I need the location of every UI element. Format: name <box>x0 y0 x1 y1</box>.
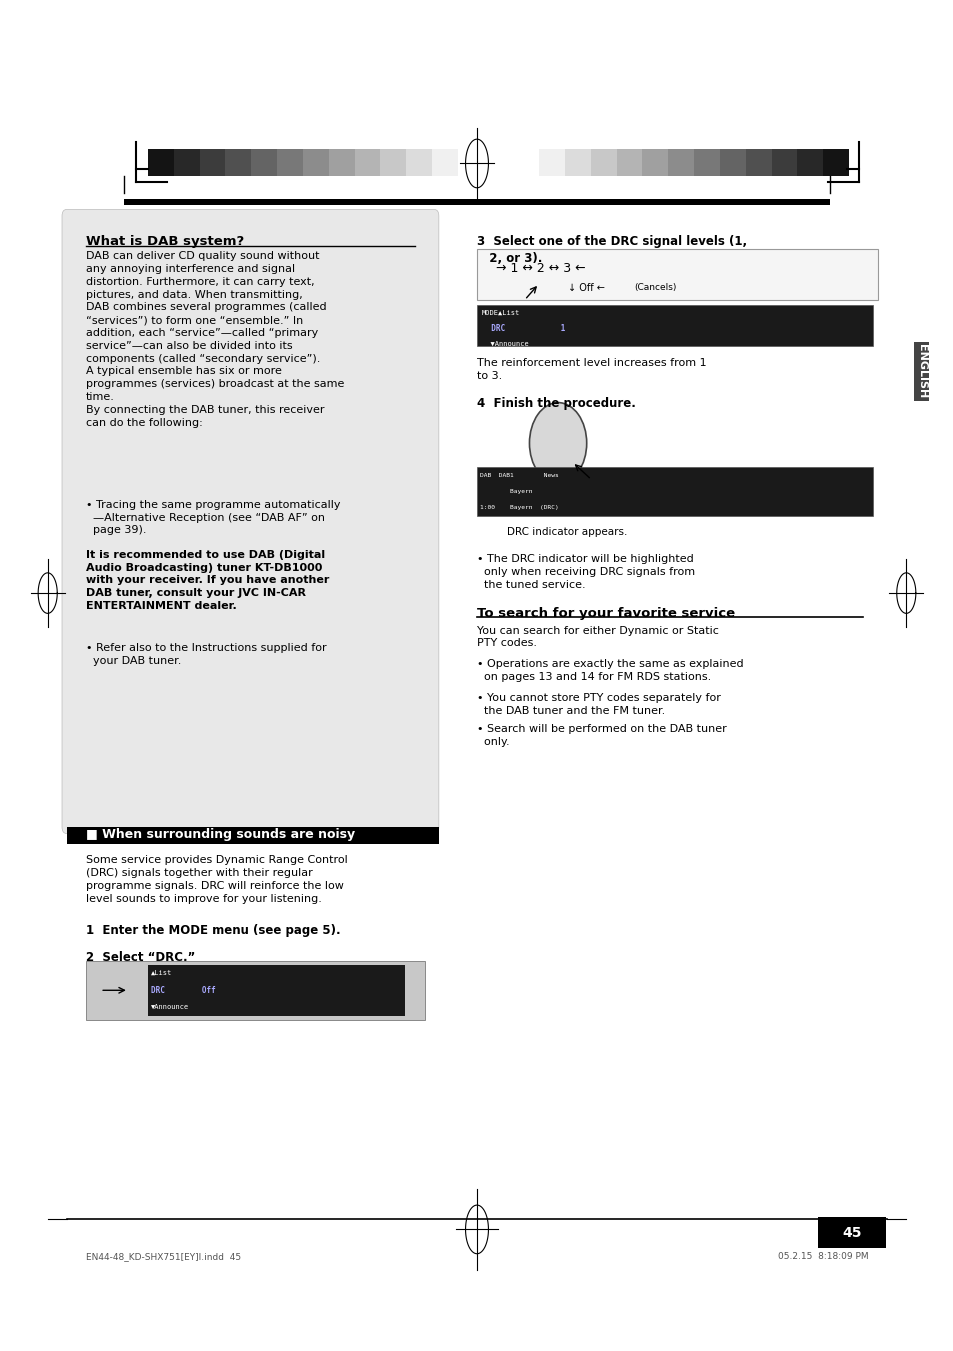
Bar <box>86 961 424 1020</box>
Text: What is DAB system?: What is DAB system? <box>86 235 244 249</box>
Text: 3  Select one of the DRC signal levels (1,
   2, or 3).: 3 Select one of the DRC signal levels (1… <box>476 235 746 265</box>
Bar <box>225 149 251 176</box>
Bar <box>817 1217 885 1248</box>
Text: 1:00    Bayern  (DRC): 1:00 Bayern (DRC) <box>479 505 558 511</box>
Bar <box>616 149 641 176</box>
Text: 05.2.15  8:18:09 PM: 05.2.15 8:18:09 PM <box>777 1252 867 1262</box>
Bar <box>406 149 432 176</box>
Text: To search for your favorite service: To search for your favorite service <box>476 607 735 620</box>
Text: The reinforcement level increases from 1
to 3.: The reinforcement level increases from 1… <box>476 358 706 381</box>
Text: → 1 ↔ 2 ↔ 3 ←: → 1 ↔ 2 ↔ 3 ← <box>496 262 585 276</box>
Text: • The DRC indicator will be highlighted
  only when receiving DRC signals from
 : • The DRC indicator will be highlighted … <box>476 554 695 589</box>
Text: • You cannot store PTY codes separately for
  the DAB tuner and the FM tuner.: • You cannot store PTY codes separately … <box>476 693 720 716</box>
Text: • Search will be performed on the DAB tuner
  only.: • Search will be performed on the DAB tu… <box>476 724 726 747</box>
Bar <box>720 149 745 176</box>
FancyBboxPatch shape <box>62 209 438 834</box>
Bar <box>380 149 406 176</box>
Text: EN44-48_KD-SHX751[EY]I.indd  45: EN44-48_KD-SHX751[EY]I.indd 45 <box>86 1252 241 1262</box>
Bar <box>590 149 616 176</box>
Text: 2  Select “DRC.”: 2 Select “DRC.” <box>86 951 195 965</box>
Text: 45: 45 <box>841 1225 861 1240</box>
Text: • Operations are exactly the same as explained
  on pages 13 and 14 for FM RDS s: • Operations are exactly the same as exp… <box>476 659 742 682</box>
Text: 1  Enter the MODE menu (see page 5).: 1 Enter the MODE menu (see page 5). <box>86 924 340 938</box>
Text: DRC indicator appears.: DRC indicator appears. <box>507 527 627 536</box>
Text: MODE▲List: MODE▲List <box>481 309 519 315</box>
Bar <box>641 149 667 176</box>
Bar <box>124 199 829 205</box>
Bar <box>771 149 797 176</box>
Bar <box>745 149 771 176</box>
Text: 4  Finish the procedure.: 4 Finish the procedure. <box>476 397 636 411</box>
Bar <box>303 149 329 176</box>
Bar <box>251 149 276 176</box>
Text: It is recommended to use DAB (Digital
Audio Broadcasting) tuner KT-DB1000
with y: It is recommended to use DAB (Digital Au… <box>86 550 329 611</box>
Circle shape <box>529 403 586 484</box>
Bar <box>476 467 872 516</box>
Text: ▼Announce: ▼Announce <box>151 1004 189 1009</box>
Bar <box>693 149 720 176</box>
Bar <box>148 149 173 176</box>
Bar <box>538 149 564 176</box>
Text: DRC        Off: DRC Off <box>151 986 215 996</box>
Text: DAB  DAB1        News: DAB DAB1 News <box>479 473 558 478</box>
Text: ENGLISH: ENGLISH <box>916 345 925 399</box>
Bar <box>797 149 822 176</box>
Text: DAB can deliver CD quality sound without
any annoying interference and signal
di: DAB can deliver CD quality sound without… <box>86 251 344 428</box>
Text: Some service provides Dynamic Range Control
(DRC) signals together with their re: Some service provides Dynamic Range Cont… <box>86 855 347 904</box>
Text: • Refer also to the Instructions supplied for
  your DAB tuner.: • Refer also to the Instructions supplie… <box>86 643 326 666</box>
Bar <box>67 827 438 844</box>
Text: ■ When surrounding sounds are noisy: ■ When surrounding sounds are noisy <box>86 828 355 842</box>
Bar <box>276 149 303 176</box>
Text: ↓ Off ←: ↓ Off ← <box>567 282 604 293</box>
Bar <box>199 149 225 176</box>
Text: ▼Announce: ▼Announce <box>481 340 528 346</box>
Text: ▲List: ▲List <box>151 970 172 975</box>
Bar <box>173 149 199 176</box>
Bar <box>148 965 405 1016</box>
Bar <box>432 149 457 176</box>
Bar <box>667 149 694 176</box>
Bar <box>355 149 380 176</box>
Text: Bayern: Bayern <box>479 489 532 494</box>
Bar <box>329 149 355 176</box>
Text: You can search for either Dynamic or Static
PTY codes.: You can search for either Dynamic or Sta… <box>476 626 719 648</box>
Bar <box>564 149 590 176</box>
Bar <box>822 149 848 176</box>
Bar <box>476 249 877 300</box>
Text: DRC            1: DRC 1 <box>481 324 564 334</box>
Text: • Tracing the same programme automatically
  —Alternative Reception (see “DAB AF: • Tracing the same programme automatical… <box>86 500 340 535</box>
Text: (Cancels): (Cancels) <box>634 284 676 292</box>
Bar <box>476 305 872 346</box>
